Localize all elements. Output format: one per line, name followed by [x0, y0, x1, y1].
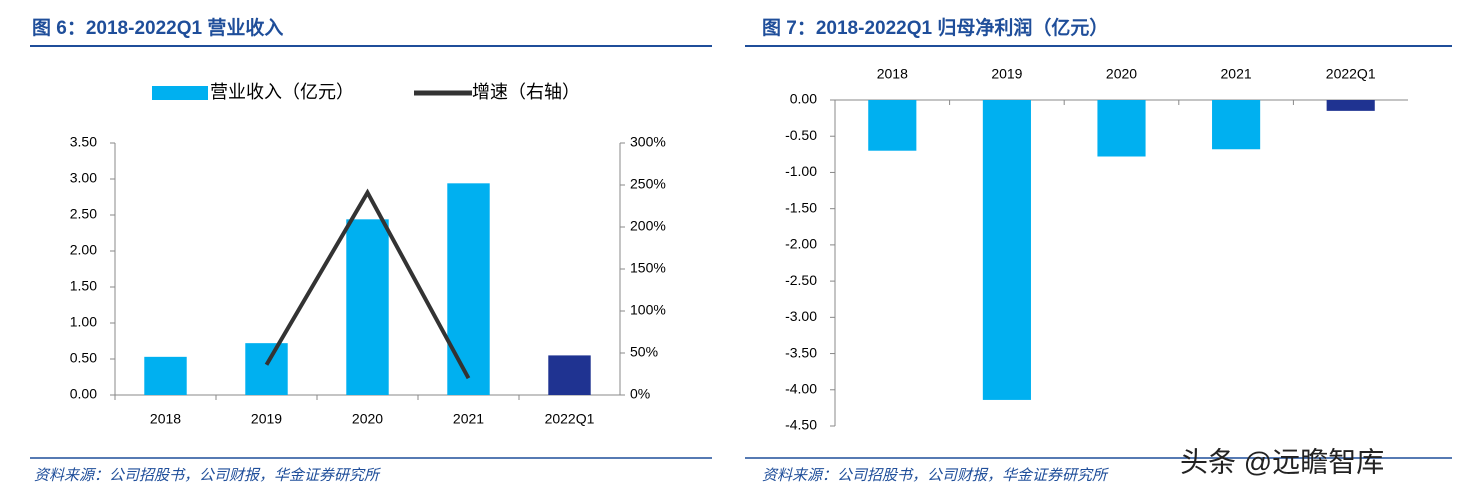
- y-tick-label: -2.50: [785, 272, 817, 288]
- y-tick-label: 2.50: [70, 206, 97, 222]
- source: 资料来源：公司招股书，公司财报，华金证券研究所: [34, 467, 381, 484]
- y2-tick-label: 100%: [630, 302, 666, 318]
- x-tick-label: 2021: [1221, 66, 1252, 82]
- bar: [144, 356, 187, 395]
- x-tick-label: 2020: [352, 411, 383, 427]
- chart-title: 图 7：2018-2022Q1 归母净利润（亿元）: [762, 16, 1108, 39]
- bar: [447, 183, 490, 395]
- x-tick-label: 2021: [453, 411, 484, 427]
- y2-tick-label: 150%: [630, 260, 666, 276]
- source: 资料来源：公司招股书，公司财报，华金证券研究所: [762, 467, 1109, 484]
- bar: [548, 355, 591, 395]
- y2-tick-label: 300%: [630, 134, 666, 150]
- y2-tick-label: 50%: [630, 344, 658, 360]
- y2-tick-label: 200%: [630, 218, 666, 234]
- y-tick-label: -2.00: [785, 236, 817, 252]
- x-tick-label: 2022Q1: [545, 411, 595, 427]
- y-tick-label: -1.50: [785, 199, 817, 215]
- bar: [1212, 100, 1261, 150]
- bar: [245, 343, 288, 395]
- y-tick-label: 3.50: [70, 134, 97, 150]
- y-tick-label: 0.00: [790, 91, 817, 107]
- legend-label: 营业收入（亿元）: [210, 82, 354, 102]
- x-tick-label: 2018: [150, 411, 181, 427]
- y-tick-label: -1.00: [785, 163, 817, 179]
- y-tick-label: 3.00: [70, 170, 97, 186]
- x-tick-label: 2018: [877, 66, 908, 82]
- y-tick-label: -3.50: [785, 344, 817, 360]
- bar: [982, 100, 1031, 400]
- x-tick-label: 2022Q1: [1326, 66, 1376, 82]
- bar: [868, 100, 917, 151]
- legend-label: 增速（右轴）: [472, 82, 580, 102]
- x-tick-label: 2019: [991, 66, 1022, 82]
- y-tick-label: -4.50: [785, 417, 817, 433]
- y-tick-label: 0.00: [70, 386, 97, 402]
- bar: [1097, 100, 1146, 157]
- chart-title: 图 6：2018-2022Q1 营业收入: [32, 16, 283, 39]
- bar: [346, 219, 389, 395]
- y-tick-label: -3.00: [785, 308, 817, 324]
- y-tick-label: -0.50: [785, 127, 817, 143]
- line: [264, 188, 471, 380]
- y-tick-label: -4.00: [785, 380, 817, 396]
- y-tick-label: 1.50: [70, 278, 97, 294]
- y2-tick-label: 250%: [630, 176, 666, 192]
- x-tick-label: 2020: [1106, 66, 1137, 82]
- watermark: 头条 @远瞻智库: [1180, 446, 1384, 477]
- y-tick-label: 2.00: [70, 242, 97, 258]
- legend-swatch: [152, 86, 208, 100]
- y-tick-label: 1.00: [70, 314, 97, 330]
- y2-tick-label: 0%: [630, 386, 650, 402]
- x-tick-label: 2019: [251, 411, 282, 427]
- y-tick-label: 0.50: [70, 350, 97, 366]
- bar: [1326, 100, 1375, 111]
